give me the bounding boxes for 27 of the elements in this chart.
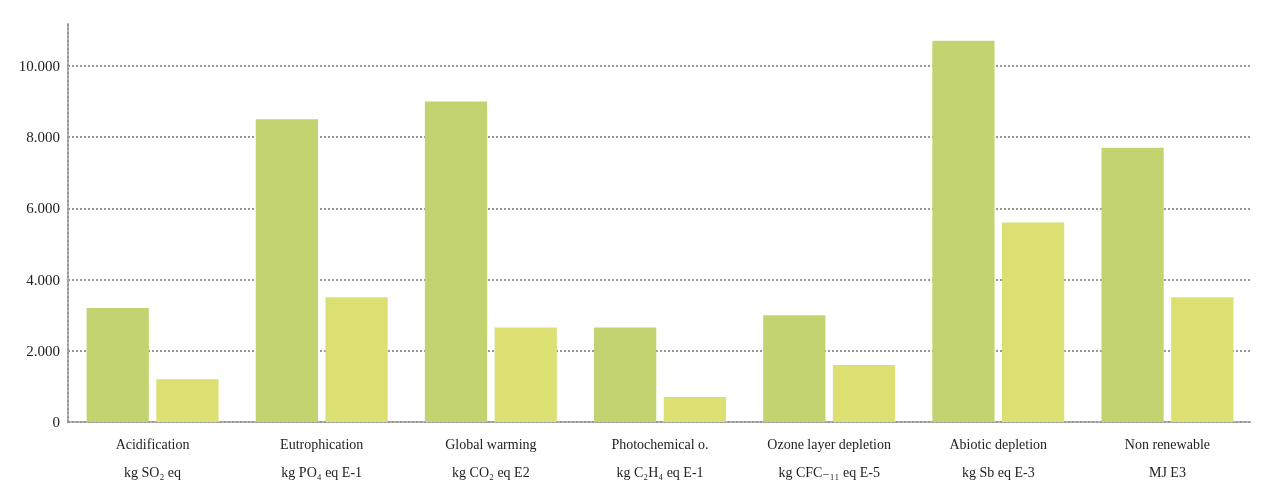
- bar: [832, 365, 896, 422]
- bar: [763, 315, 826, 422]
- bar: [1101, 147, 1164, 422]
- x-tick-label: Abiotic depletion kg Sb eq E-3: [949, 436, 1048, 480]
- y-tick-label: 6.000: [26, 200, 60, 217]
- bar: [424, 101, 488, 422]
- y-tick-label: 2.000: [26, 342, 60, 359]
- x-tick-label: Global warming kg CO₂ eq E2: [445, 436, 537, 480]
- x-tick-label: Photochemical o. kg C₂H₄ eq E-1: [611, 436, 709, 480]
- bar: [494, 327, 557, 422]
- bar: [932, 40, 995, 422]
- x-tick-label: Eutrophication kg PO₄ eq E-1: [280, 436, 364, 480]
- x-tick-label: Ozone layer depletion kg CFC₋₁₁ eq E-5: [767, 436, 891, 480]
- bar: [156, 379, 219, 422]
- bar: [594, 327, 657, 422]
- bar: [325, 297, 388, 422]
- y-tick-label: 0: [52, 414, 60, 430]
- y-tick-label: 4.000: [26, 271, 60, 288]
- bar: [255, 119, 318, 422]
- x-tick-label: Non renewable MJ E3: [1124, 436, 1210, 480]
- y-tick-label: 10.000: [18, 57, 60, 74]
- bar: [1171, 297, 1234, 422]
- bar: [86, 308, 149, 422]
- x-tick-label: Acidification kg SO₂ eq: [115, 436, 190, 480]
- bar: [663, 397, 726, 422]
- y-tick-label: 8.000: [26, 129, 60, 145]
- bar: [1002, 222, 1065, 422]
